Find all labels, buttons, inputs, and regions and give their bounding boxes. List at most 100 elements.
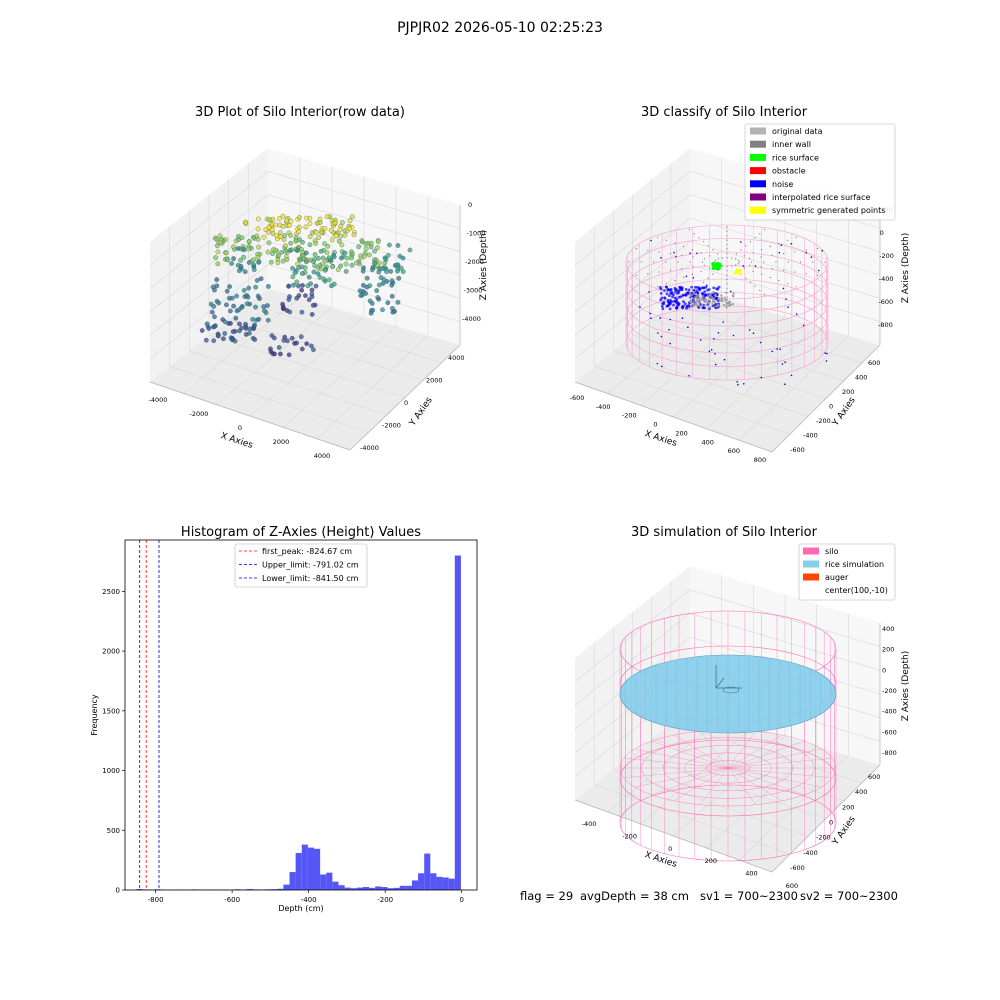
p1-point xyxy=(347,226,352,231)
p2-original-point xyxy=(737,259,739,261)
p1-point xyxy=(274,233,280,239)
p2-noise-point xyxy=(675,306,679,310)
histogram-xtick-label: -800 xyxy=(148,896,164,904)
p2-original-point xyxy=(665,283,668,285)
p1-point xyxy=(284,217,289,223)
p2-inner-wall-point xyxy=(694,300,697,303)
histogram-ytick-label: 1000 xyxy=(102,767,120,775)
p2-noise-point xyxy=(689,252,691,254)
p1-grid-line xyxy=(316,335,429,439)
p4-legend-label: center(100,-10) xyxy=(825,586,888,595)
p1-point xyxy=(328,228,334,233)
p2-inner-wall-point xyxy=(698,305,701,308)
p1-point xyxy=(297,215,302,220)
histogram-frame xyxy=(124,539,478,891)
p2-noise-point xyxy=(699,339,702,341)
histogram-ytick-label: 0 xyxy=(116,887,120,895)
panel4-tick-labels: -400-2000200400600-600-400-2000200400600… xyxy=(582,625,897,890)
p2-original-point xyxy=(726,257,728,259)
p2-inner-wall-point xyxy=(693,296,696,299)
p2-original-point xyxy=(794,251,796,253)
p1-point xyxy=(216,333,221,338)
p2-inner-wall-point xyxy=(692,304,695,307)
p4-silo-ring xyxy=(619,784,837,862)
p2-noise-point xyxy=(742,265,745,267)
p1-point xyxy=(387,242,392,248)
p2-noise-point xyxy=(684,288,688,291)
p2-original-point xyxy=(726,296,728,298)
p2-xtick-label: 200 xyxy=(675,429,687,437)
p1-point xyxy=(320,255,326,261)
p2-original-point xyxy=(726,287,728,289)
p1-point xyxy=(315,256,321,261)
p4-ztick-label: -600 xyxy=(882,728,897,736)
p2-noise-point xyxy=(723,358,726,361)
p2-inner-wall-point xyxy=(710,296,714,299)
p1-point xyxy=(322,226,328,231)
p1-point xyxy=(280,258,286,264)
p1-point xyxy=(280,301,285,307)
p1-point xyxy=(317,274,323,280)
p1-point xyxy=(210,284,216,290)
p1-point xyxy=(235,262,241,268)
p1-point xyxy=(252,337,258,342)
p2-original-point xyxy=(674,280,676,282)
p2-original-point xyxy=(712,273,714,275)
p1-point xyxy=(329,237,335,243)
p2-original-point xyxy=(754,237,756,239)
p2-legend-swatch xyxy=(750,153,766,161)
p2-ztick-label: 0 xyxy=(880,229,884,237)
p2-original-point xyxy=(635,248,638,250)
histogram-bar xyxy=(277,888,284,890)
histogram-bar xyxy=(362,887,370,890)
p4-ztick-label: -400 xyxy=(882,708,897,716)
p1-point xyxy=(364,275,370,281)
p4-xtick-label: 600 xyxy=(786,882,798,890)
p1-point xyxy=(209,309,215,315)
p2-inner-wall-point xyxy=(720,300,724,303)
p2-original-point xyxy=(692,266,694,268)
p2-rice-surface-point xyxy=(711,262,715,266)
p2-floor-pane xyxy=(575,288,880,452)
p1-point xyxy=(372,248,377,254)
p2-noise-point xyxy=(659,298,663,302)
p2-original-point xyxy=(731,265,733,267)
p2-original-point xyxy=(760,256,762,258)
p2-noise-point xyxy=(668,307,672,311)
histogram-vlines xyxy=(139,540,160,890)
histogram-legend-label: first_peak: -824.67 cm xyxy=(262,547,352,556)
p2-noise-point xyxy=(714,363,717,366)
p2-noise-point xyxy=(663,296,666,300)
histogram-bar xyxy=(271,889,278,890)
p1-point xyxy=(221,336,226,342)
p2-noise-point xyxy=(666,299,670,302)
p1-ytick-label: -2000 xyxy=(382,422,401,430)
histogram-legend-label: Upper_limit: -791.02 cm xyxy=(262,561,359,570)
p2-noise-point xyxy=(669,342,671,345)
histogram-bar xyxy=(332,881,339,890)
p1-point xyxy=(243,324,249,330)
p2-noise-point xyxy=(696,252,698,255)
p1-point xyxy=(224,302,229,308)
histogram-bar xyxy=(405,885,412,890)
p1-point xyxy=(313,241,319,246)
p2-noise-point xyxy=(714,353,716,355)
p2-original-point xyxy=(763,261,765,263)
p2-original-point xyxy=(691,273,694,275)
p1-point xyxy=(288,240,294,246)
p2-noise-point xyxy=(663,289,666,292)
p1-point xyxy=(296,265,302,270)
histogram-bar xyxy=(356,887,363,890)
p2-ztick-label: -400 xyxy=(879,275,894,283)
p2-inner-wall-point xyxy=(722,303,726,307)
histogram-ytick-label: 2000 xyxy=(102,648,120,656)
p2-original-point xyxy=(735,258,737,260)
p2-noise-point xyxy=(656,362,659,365)
p2-original-point xyxy=(683,245,685,248)
p2-original-point xyxy=(778,242,780,244)
p2-noise-point xyxy=(664,285,668,289)
p1-point xyxy=(270,247,276,253)
p1-point xyxy=(237,321,242,327)
p4-auger xyxy=(715,677,725,689)
p2-original-point xyxy=(749,258,751,260)
